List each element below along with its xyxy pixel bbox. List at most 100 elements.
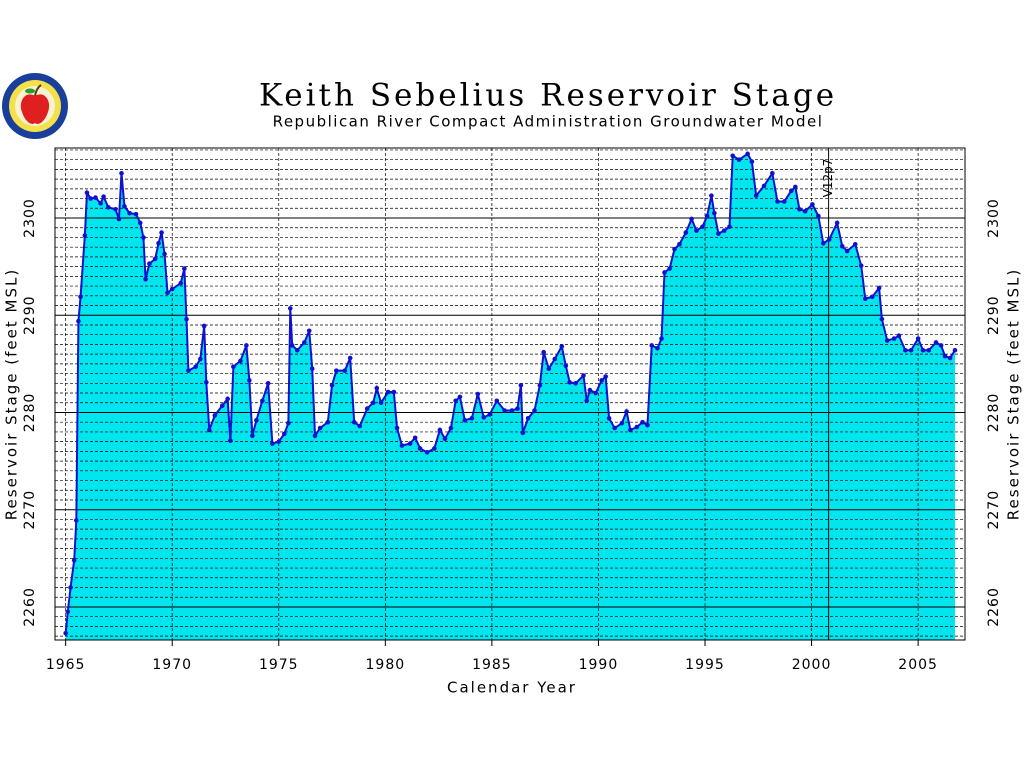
data-point (282, 431, 287, 437)
data-point (78, 294, 83, 300)
data-point (122, 204, 127, 209)
data-point (407, 441, 413, 446)
data-point (761, 183, 767, 189)
data-point (810, 202, 815, 207)
data-point (184, 316, 189, 322)
x-tick-label: 1995 (685, 657, 725, 673)
data-point (374, 385, 380, 391)
data-point (816, 213, 821, 219)
data-point (82, 233, 88, 238)
data-point (844, 248, 850, 254)
data-point (852, 241, 858, 247)
data-point (869, 294, 875, 300)
data-point (709, 193, 714, 198)
data-point (749, 159, 755, 164)
logo (2, 73, 68, 139)
data-point (312, 433, 318, 439)
data-point (74, 518, 79, 523)
x-tick-label: 1970 (152, 657, 192, 673)
data-point (137, 220, 143, 226)
data-point (469, 416, 475, 421)
data-point (938, 343, 944, 348)
data-point (573, 381, 578, 386)
data-point (520, 430, 526, 436)
data-point (628, 427, 633, 433)
data-point (424, 450, 430, 455)
data-point (537, 382, 543, 388)
data-point (342, 368, 348, 373)
data-point (876, 285, 882, 291)
data-point (325, 419, 331, 425)
data-point (694, 228, 699, 233)
data-point (347, 355, 353, 361)
data-point (113, 206, 118, 212)
data-point (156, 240, 161, 246)
data-point (364, 406, 370, 411)
data-point (147, 261, 152, 267)
data-point (789, 188, 794, 194)
data-point (127, 210, 132, 216)
y-axis-label-right: Reservoir Stage (feet MSL) (1005, 268, 1023, 520)
data-point (201, 323, 207, 329)
data-point (329, 382, 335, 388)
data-point (858, 263, 864, 268)
data-point (552, 356, 558, 362)
data-point (182, 266, 187, 271)
y-tick-label: 2280 (22, 393, 38, 433)
data-point (116, 216, 122, 222)
annotation-label: V12p7 (821, 159, 835, 198)
x-tick-label: 2005 (898, 657, 938, 673)
data-point (730, 153, 736, 159)
y-tick-label: 2260 (22, 587, 38, 627)
data-point (587, 387, 593, 393)
data-point (920, 347, 926, 353)
y-tick-label-right: 2290 (986, 295, 1002, 335)
data-point (287, 306, 293, 311)
data-point (198, 356, 203, 362)
data-point (133, 211, 139, 217)
data-point (662, 270, 667, 275)
data-point (250, 433, 255, 439)
data-point (563, 363, 569, 369)
data-point (228, 438, 233, 443)
data-point (603, 374, 608, 379)
data-point (502, 408, 507, 413)
data-point (204, 380, 209, 385)
data-point (370, 400, 376, 406)
data-point (63, 630, 68, 636)
data-point (391, 389, 397, 395)
data-point (302, 340, 307, 345)
data-point (193, 364, 198, 370)
data-point (437, 427, 443, 433)
plot-area: V12p7 (55, 148, 965, 641)
data-point (306, 328, 312, 334)
data-point (862, 296, 868, 302)
data-point (98, 201, 103, 206)
data-point (165, 290, 170, 296)
data-point (612, 425, 617, 431)
y-tick-label-right: 2270 (986, 490, 1002, 530)
data-point (286, 420, 291, 426)
data-point (244, 343, 249, 348)
y-tick-label: 2300 (22, 198, 38, 238)
data-point (581, 373, 586, 378)
data-point (309, 366, 315, 372)
data-point (716, 231, 721, 236)
data-point (225, 396, 230, 402)
data-point (254, 417, 259, 423)
data-point (942, 353, 948, 359)
data-point (879, 316, 885, 322)
data-point (206, 427, 212, 433)
data-point (599, 378, 604, 383)
data-point (891, 336, 897, 341)
data-point (238, 358, 243, 364)
data-point (260, 398, 265, 404)
chart-subtitle: Republican River Compact Administration … (273, 113, 824, 131)
data-point (417, 446, 423, 451)
data-point (487, 412, 493, 417)
data-point (926, 347, 932, 353)
y-tick-label-right: 2260 (986, 587, 1002, 627)
x-tick-label: 1975 (259, 657, 299, 673)
data-point (700, 224, 705, 230)
